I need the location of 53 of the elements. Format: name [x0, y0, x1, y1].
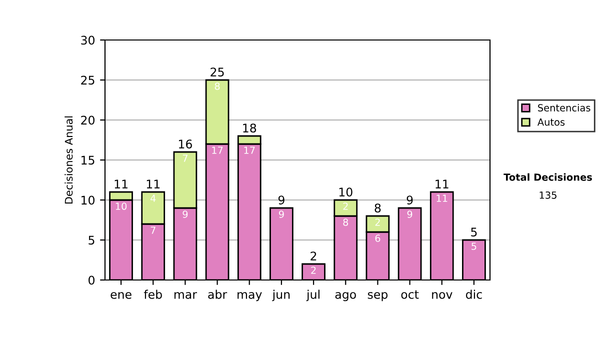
data-label: 8	[343, 218, 348, 226]
x-tick-label: oct	[401, 290, 419, 299]
total-label: 16	[178, 140, 192, 149]
x-tick-label: ago	[335, 292, 356, 302]
x-tick-label: abr	[208, 290, 228, 299]
data-label: 9	[278, 210, 284, 218]
total-label: 8	[374, 204, 381, 213]
x-tick-label: feb	[144, 290, 162, 299]
total-label: 5	[471, 228, 477, 237]
data-label: 8	[214, 82, 220, 90]
data-label: 4	[150, 194, 156, 202]
data-label: 9	[407, 210, 412, 218]
y-tick-label: 5	[88, 236, 94, 245]
data-label: 6	[375, 234, 380, 242]
data-label: 7	[182, 154, 188, 162]
y-tick-label: 15	[82, 156, 94, 165]
y-tick-label: 10	[82, 196, 94, 205]
data-label: 2	[343, 202, 348, 210]
text: 135	[540, 191, 556, 199]
total-label: 10	[339, 188, 352, 197]
data-label: 11	[436, 194, 448, 202]
data-label: 10	[116, 202, 127, 210]
x-tick-label: sep	[368, 292, 388, 302]
x-tick-label: may	[238, 292, 262, 302]
data-label: 17	[244, 146, 255, 154]
data-label: 5	[472, 242, 476, 250]
data-label: 2	[311, 266, 316, 274]
total-label: 18	[243, 124, 256, 133]
total-label: 9	[406, 196, 413, 205]
x-tick-label: mar	[174, 292, 197, 299]
y-tick-label: 20	[81, 116, 94, 125]
legend-label: Autos	[537, 118, 565, 126]
text: Total Decisiones	[504, 173, 592, 181]
x-tick-label: jun	[272, 290, 290, 302]
data-label: 2	[375, 218, 380, 226]
total-label: 2	[310, 252, 316, 260]
total-label: 11	[146, 180, 160, 188]
data-label: 17	[212, 146, 223, 154]
y-tick-label: 30	[81, 36, 94, 45]
legend-label: Sentencias	[538, 104, 590, 112]
total-label: 11	[114, 180, 128, 188]
total-label: 9	[278, 196, 284, 205]
data-label: 9	[182, 210, 188, 218]
x-tick-label: nov	[432, 292, 452, 299]
y-tick-label: 25	[81, 76, 94, 85]
y-tick-label: 0	[88, 276, 94, 285]
total-label: 25	[210, 68, 224, 77]
y-axis-title: Decisiones Anual	[64, 116, 73, 204]
data-label: 7	[150, 226, 156, 234]
x-tick-label: jul	[306, 290, 320, 302]
x-tick-label: dic	[466, 290, 482, 299]
x-tick-label: ene	[110, 292, 132, 299]
total-label: 11	[436, 180, 448, 188]
